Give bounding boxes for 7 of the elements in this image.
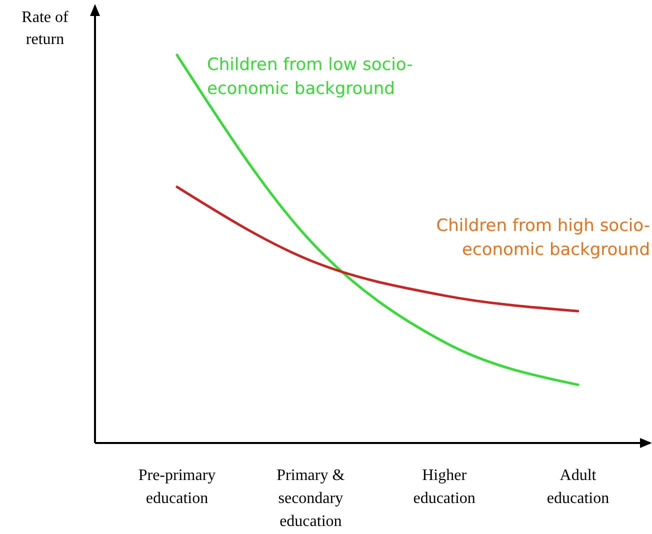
series-label: Children from low socio-economic background bbox=[207, 55, 413, 99]
x-tick-label: Adult education bbox=[546, 467, 610, 507]
y-axis-title: Rate of return bbox=[22, 9, 69, 48]
x-tick-label: Higher education bbox=[413, 467, 476, 507]
x-tick-label: Primary & secondary education bbox=[276, 467, 346, 530]
series-label: Children from high socio-economic background bbox=[436, 216, 650, 260]
x-tick-label: Pre-primary education bbox=[138, 467, 216, 507]
